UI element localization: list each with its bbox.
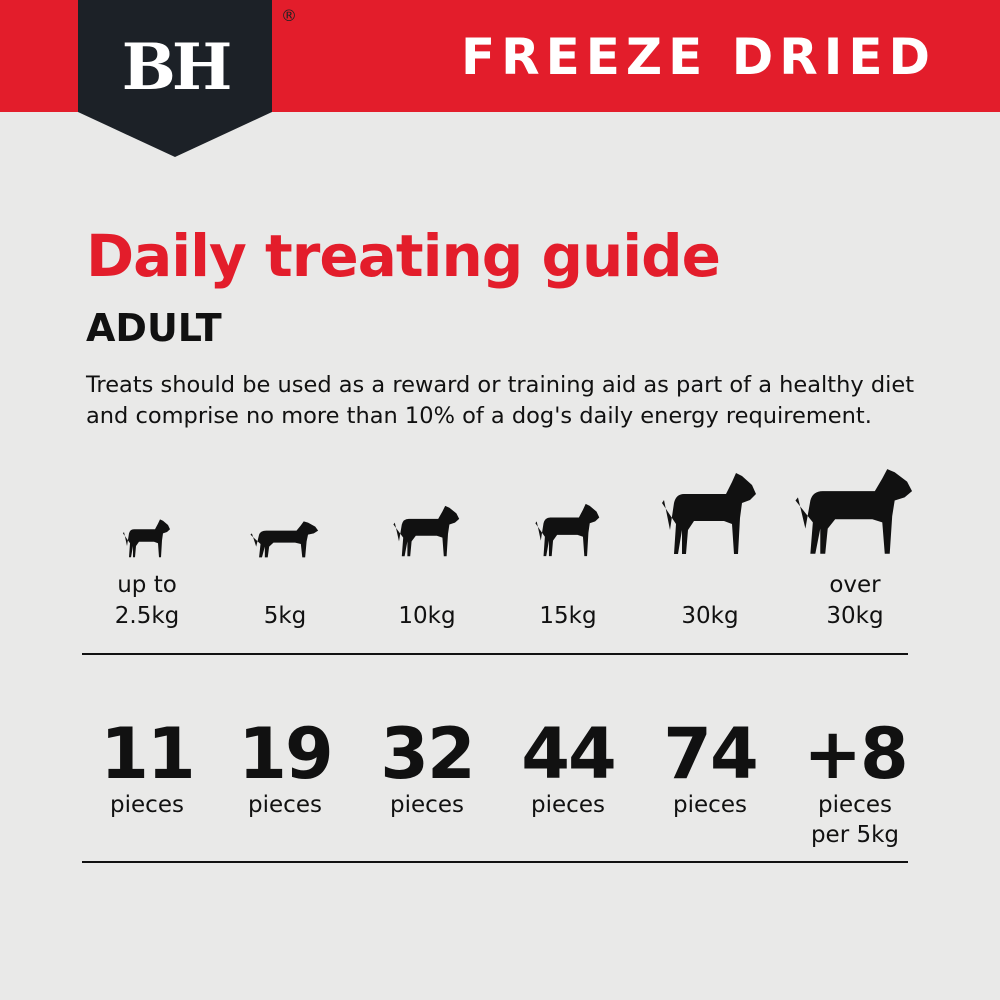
- treat-unit: pieces: [248, 792, 322, 818]
- treat-amount: 11: [100, 713, 195, 795]
- logo-text: BH: [121, 30, 233, 105]
- treat-amount: 32: [380, 713, 475, 795]
- treat-amount: 19: [238, 713, 333, 795]
- terrier-icon: [535, 503, 600, 557]
- dog-weight-label: 30kg: [681, 603, 739, 629]
- brand-logo: BH: [78, 0, 272, 157]
- dog-weight-label: up to 2.5kg: [114, 572, 180, 629]
- registered-mark: ®: [281, 6, 297, 25]
- small-dog-icon: [123, 519, 170, 558]
- treat-unit: pieces: [673, 792, 747, 818]
- treat-unit: pieces: [110, 792, 184, 818]
- header-banner: BH FREEZE DRIED: [0, 0, 1000, 157]
- dog-weight-label: 5kg: [263, 603, 307, 629]
- logo-badge-shape: [78, 0, 272, 157]
- description: Treats should be used as a reward or tra…: [86, 372, 915, 429]
- dachshund-icon: [250, 521, 319, 558]
- mastiff-icon: [795, 469, 913, 554]
- treat-amount: 44: [521, 713, 616, 795]
- divider: [82, 861, 908, 863]
- dog-weight-label: over 30kg: [826, 572, 884, 629]
- product-line-title: FREEZE DRIED: [460, 28, 936, 86]
- page-title: Daily treating guide: [86, 222, 721, 290]
- divider: [82, 653, 908, 655]
- dog-weight-label: 15kg: [539, 603, 597, 629]
- bulldog-icon: [393, 505, 460, 557]
- page-subtitle: ADULT: [86, 306, 222, 350]
- great-dane-icon: [662, 473, 756, 554]
- dog-weight-label: 10kg: [398, 603, 456, 629]
- treat-amount: +8: [803, 713, 908, 795]
- treat-unit: pieces: [390, 792, 464, 818]
- treat-unit: pieces: [531, 792, 605, 818]
- treat-unit: pieces per 5kg: [810, 792, 900, 848]
- treat-amount: 74: [663, 713, 758, 795]
